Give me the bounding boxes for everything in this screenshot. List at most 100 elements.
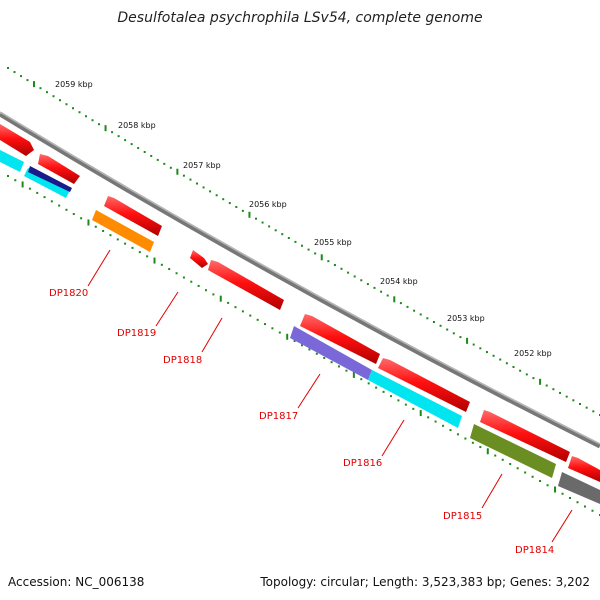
scale-tick (58, 99, 61, 102)
inner-tick (28, 187, 31, 190)
gene-feature[interactable] (0, 124, 34, 156)
inner-tick (360, 378, 363, 381)
gene-feature[interactable] (378, 358, 470, 412)
scale-tick (333, 263, 336, 266)
scale-tick (189, 178, 192, 181)
scale-tick (552, 388, 555, 391)
scale-tick (196, 182, 199, 185)
leader-line (201, 317, 223, 353)
gene-feature[interactable] (368, 370, 462, 428)
gene-feature[interactable] (38, 154, 80, 184)
scale-tick (399, 302, 402, 305)
scale-label: 2059 kbp (55, 80, 93, 89)
inner-tick (80, 217, 83, 220)
scale-tick (366, 283, 369, 286)
accession-text: Accession: NC_006138 (8, 575, 145, 589)
scale-tick (340, 267, 343, 270)
inner-tick (591, 509, 594, 512)
gene-feature[interactable] (480, 410, 570, 462)
scale-tick (466, 337, 469, 344)
inner-tick (72, 213, 75, 216)
scale-tick (124, 139, 127, 142)
scale-tick (261, 221, 264, 224)
gene-feature[interactable] (208, 260, 284, 310)
genome-backbone-highlight (0, 111, 600, 445)
gene-feature[interactable] (104, 196, 162, 236)
scale-tick (519, 369, 522, 372)
scale-tick (505, 362, 508, 365)
gene-label[interactable]: DP1819 (117, 328, 156, 339)
leader-line (381, 419, 405, 457)
inner-tick (102, 229, 105, 232)
inner-tick (286, 333, 289, 340)
inner-tick (479, 446, 482, 449)
forward-genes (0, 124, 600, 482)
scale-tick (235, 205, 238, 208)
scale-tick (499, 358, 502, 361)
gene-label[interactable]: DP1816 (343, 458, 382, 469)
inner-tick (464, 437, 467, 440)
scale-tick (98, 123, 101, 126)
inner-ticks (7, 175, 600, 516)
inner-tick (14, 179, 17, 182)
inner-tick (501, 458, 504, 461)
inner-tick (153, 257, 156, 264)
gene-feature[interactable] (28, 166, 72, 192)
scale-tick (91, 119, 94, 122)
gene-feature[interactable] (290, 326, 372, 380)
scale-tick (268, 225, 271, 228)
inner-tick (509, 463, 512, 466)
scale-tick (13, 71, 16, 74)
scale-tick (294, 240, 297, 243)
inner-tick (412, 407, 415, 410)
scale-tick (150, 154, 153, 157)
scale-tick (301, 244, 303, 247)
scale-tick (479, 347, 482, 350)
inner-tick (352, 371, 355, 378)
scale-tick (380, 290, 383, 293)
inner-tick (131, 246, 134, 249)
inner-tick (205, 289, 208, 292)
scale-tick (327, 260, 330, 263)
inner-tick (138, 251, 141, 254)
map-title: Desulfotalea psychrophila LSv54, complet… (117, 10, 483, 26)
gene-label[interactable]: DP1818 (163, 355, 202, 366)
gene-feature[interactable] (92, 210, 154, 252)
scale-tick (104, 125, 107, 132)
scale-tick (525, 373, 528, 376)
scale-tick (32, 81, 35, 88)
inner-tick (531, 475, 534, 478)
gene-feature[interactable] (300, 314, 380, 364)
inner-tick (546, 484, 549, 487)
gene-label[interactable]: DP1817 (259, 411, 298, 422)
gene-feature[interactable] (0, 150, 24, 172)
scale-tick (532, 377, 535, 380)
scale-label: 2058 kbp (118, 121, 156, 130)
inner-tick (168, 268, 171, 271)
inner-tick (87, 219, 90, 226)
inner-tick (576, 501, 579, 504)
scale-tick (19, 75, 22, 78)
gene-feature[interactable] (190, 250, 208, 268)
scale-tick (413, 309, 416, 312)
scale-tick (137, 147, 140, 150)
inner-tick (330, 361, 333, 364)
scale-tick (281, 233, 284, 236)
inner-tick (427, 416, 430, 419)
gene-feature[interactable] (470, 424, 556, 478)
gene-label[interactable]: DP1815 (443, 511, 482, 522)
gene-feature[interactable] (558, 472, 600, 504)
scale-tick (143, 151, 146, 154)
scale-tick (347, 271, 350, 274)
scale-tick (222, 198, 225, 201)
inner-tick (234, 306, 237, 309)
gene-label[interactable]: DP1820 (49, 288, 88, 299)
inner-tick (315, 352, 318, 355)
inner-tick (389, 395, 392, 398)
gene-feature[interactable] (568, 456, 600, 482)
scale-tick (65, 103, 68, 106)
scale-tick (255, 217, 258, 220)
scale-tick (386, 294, 389, 297)
gene-label[interactable]: DP1814 (515, 545, 554, 556)
inner-tick (524, 471, 527, 474)
